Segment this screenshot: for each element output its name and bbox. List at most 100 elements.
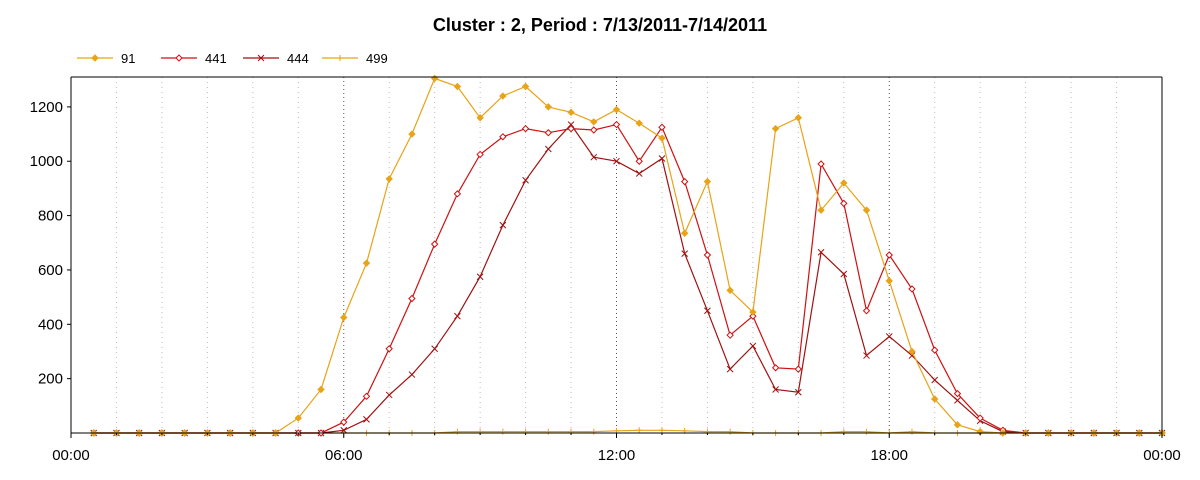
point-444-29 xyxy=(749,342,757,350)
point-441-30 xyxy=(771,364,780,372)
point-441-15 xyxy=(430,240,439,248)
point-444-37 xyxy=(931,376,939,384)
point-441-33 xyxy=(840,199,848,208)
x-tick-label: 00:00 xyxy=(1143,447,1181,464)
point-444-21 xyxy=(567,121,575,128)
point-444-14 xyxy=(408,371,416,378)
y-tick-label: 200 xyxy=(38,371,63,388)
point-441-16 xyxy=(453,190,462,198)
legend-item-91: 91 xyxy=(77,51,135,66)
point-441-31 xyxy=(794,365,803,373)
point-444-32 xyxy=(817,248,825,256)
x-tick-label: 18:00 xyxy=(870,447,908,464)
point-499-22 xyxy=(590,428,597,435)
point-499-18 xyxy=(499,428,506,435)
point-444-22 xyxy=(590,153,598,161)
point-91-22 xyxy=(590,118,598,126)
y-tick-label: 1200 xyxy=(30,99,63,116)
point-441-17 xyxy=(476,150,484,159)
point-499-36 xyxy=(908,428,915,435)
point-91-30 xyxy=(771,124,780,133)
point-444-20 xyxy=(544,145,552,153)
point-91-9 xyxy=(294,414,302,422)
point-499-20 xyxy=(545,428,552,435)
point-444-26 xyxy=(681,250,689,257)
point-441-24 xyxy=(635,157,643,165)
point-91-36 xyxy=(908,347,916,356)
legend-item-499: 499 xyxy=(322,51,388,66)
point-444-30 xyxy=(772,386,779,393)
point-91-16 xyxy=(453,82,462,91)
point-441-26 xyxy=(680,177,689,186)
y-tick-label: 400 xyxy=(38,316,63,333)
point-441-11 xyxy=(340,418,348,426)
legend-label: 499 xyxy=(366,51,388,66)
legend-label: 444 xyxy=(287,51,309,66)
point-91-28 xyxy=(726,286,734,295)
point-444-34 xyxy=(863,352,870,359)
legend-item-444: 444 xyxy=(243,51,309,66)
chart-title: Cluster : 2, Period : 7/13/2011-7/14/201… xyxy=(433,15,767,35)
legend-item-441: 441 xyxy=(161,51,227,66)
point-444-18 xyxy=(499,221,507,229)
point-444-35 xyxy=(885,333,893,340)
point-91-19 xyxy=(521,82,530,91)
point-444-19 xyxy=(522,176,529,184)
point-91-29 xyxy=(749,308,757,316)
point-441-18 xyxy=(499,133,507,141)
legend: 91 441 444 499 xyxy=(77,51,388,66)
x-tick-label: 06:00 xyxy=(325,447,363,464)
point-91-24 xyxy=(635,119,643,127)
point-444-11 xyxy=(340,426,348,434)
point-441-13 xyxy=(385,345,393,353)
point-91-13 xyxy=(385,175,393,183)
point-441-37 xyxy=(931,346,939,354)
legend-label: 91 xyxy=(121,51,135,66)
point-444-23 xyxy=(613,157,620,165)
point-441-20 xyxy=(544,129,553,137)
point-444-12 xyxy=(363,416,370,423)
point-444-15 xyxy=(431,345,439,353)
point-441-39 xyxy=(976,414,984,422)
point-441-14 xyxy=(408,294,416,303)
legend-label: 441 xyxy=(205,51,227,66)
point-91-14 xyxy=(408,130,416,138)
x-tick-label: 00:00 xyxy=(52,447,90,464)
point-444-17 xyxy=(476,273,484,281)
point-91-10 xyxy=(317,385,325,394)
point-91-33 xyxy=(840,179,848,187)
point-91-37 xyxy=(931,395,939,403)
point-91-38 xyxy=(953,421,962,429)
point-91-23 xyxy=(612,105,621,114)
y-tick-label: 1000 xyxy=(30,153,63,170)
point-441-21 xyxy=(567,124,575,133)
point-499-34 xyxy=(863,428,870,435)
x-tick-label: 12:00 xyxy=(598,447,636,464)
point-441-36 xyxy=(908,285,916,293)
point-441-27 xyxy=(703,251,712,259)
point-441-28 xyxy=(726,331,734,339)
point-499-16 xyxy=(454,428,461,435)
point-91-18 xyxy=(499,92,507,100)
point-91-17 xyxy=(476,114,484,122)
point-441-35 xyxy=(885,251,893,259)
point-91-34 xyxy=(862,206,871,214)
grid-lines xyxy=(115,77,1118,433)
point-91-27 xyxy=(703,177,712,186)
point-444-24 xyxy=(635,170,643,177)
point-91-legend xyxy=(91,54,99,62)
point-444-38 xyxy=(954,397,961,404)
point-441-25 xyxy=(658,123,666,131)
point-441-38 xyxy=(953,389,962,398)
point-444-16 xyxy=(454,312,461,320)
point-441-legend xyxy=(175,54,183,62)
point-499-legend xyxy=(337,55,343,61)
plot-area xyxy=(71,77,1162,433)
point-91-26 xyxy=(680,229,689,237)
point-91-31 xyxy=(794,114,803,122)
point-444-25 xyxy=(658,155,666,162)
y-tick-label: 600 xyxy=(38,262,63,279)
point-444-legend xyxy=(257,54,265,62)
point-441-23 xyxy=(612,120,621,129)
